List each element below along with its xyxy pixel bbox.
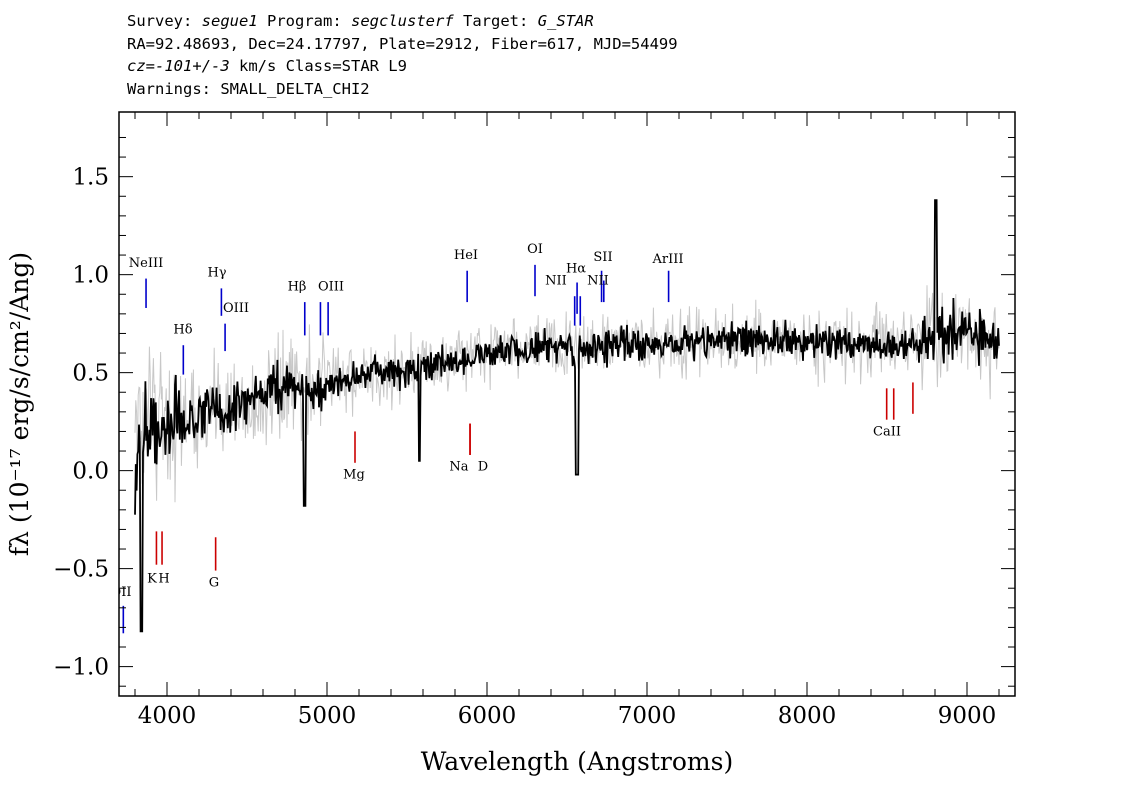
target-value: G_STAR [537,12,594,30]
y-tick-label-0: −1.0 [53,655,109,681]
absorption-line-label-6: CaII [873,424,901,439]
x-tick-label-0: 4000 [138,703,197,729]
absorption-line-label-2: G [209,575,219,590]
y-tick-label-4: 1.0 [72,263,109,289]
x-tick-label-2: 6000 [458,703,517,729]
absorption-line-label-1: H [158,571,169,586]
emission-line-label-14: NII [587,273,609,288]
header-line-coordinates: RA=92.48693, Dec=24.17797, Plate=2912, F… [127,34,678,53]
x-tick-label-5: 9000 [938,703,997,729]
survey-label: Survey: [127,12,193,30]
emission-line-label-3: Hγ [207,266,226,281]
emission-line-label-5: Hβ [288,279,307,294]
y-tick-label-5: 1.5 [72,165,109,191]
emission-line-label-10: NII [545,273,567,288]
survey-value: segue1 [201,12,258,30]
target-label: Target: [463,12,529,30]
header-line-survey: Survey: segue1 Program: segclusterf Targ… [127,10,678,33]
emission-line-label-9: OI [527,242,543,257]
emission-line-label-11: Hα [566,262,586,277]
y-tick-label-1: −0.5 [53,557,109,583]
emission-line-label-4: OIII [223,301,249,316]
x-tick-label-3: 7000 [618,703,677,729]
emission-line-label-8: HeI [454,248,478,263]
emission-line-label-13: SII [593,250,612,265]
y-axis-label: fλ (10⁻¹⁷ erg/s/cm²/Ang) [5,252,34,556]
program-value: segclusterf [351,12,454,30]
y-tick-label-2: 0.0 [72,459,109,485]
emission-line-label-1: NeIII [129,256,163,271]
absorption-line-label-0: K [147,571,157,586]
header-line-redshift: cz=-101+/-3 km/s Class=STAR L9 [127,55,678,78]
cz-label: cz= [127,57,155,75]
emission-line-label-15: ArIII [651,252,683,267]
absorption-line-label-5: D [478,460,488,475]
x-tick-label-4: 8000 [778,703,837,729]
header-line-warnings: Warnings: SMALL_DELTA_CHI2 [127,79,370,98]
cz-value: -101+/-3 [155,57,230,75]
absorption-line-label-4: Na [449,460,468,475]
plot-frame [118,111,1016,697]
y-tick-label-3: 0.5 [72,361,109,387]
absorption-line-label-3: Mg [343,467,365,482]
emission-line-label-2: Hδ [173,322,192,337]
flux-series [134,199,1000,633]
emission-line-label-6: OIII [318,279,344,294]
spectrum-header: Survey: segue1 Program: segclusterf Targ… [127,10,678,100]
x-tick-label-1: 5000 [298,703,357,729]
cz-tail: km/s Class=STAR L9 [239,57,407,75]
emission-line-label-0: OII [111,585,132,600]
program-label: Program: [267,12,342,30]
x-axis-label: Wavelength (Angstroms) [421,747,733,776]
